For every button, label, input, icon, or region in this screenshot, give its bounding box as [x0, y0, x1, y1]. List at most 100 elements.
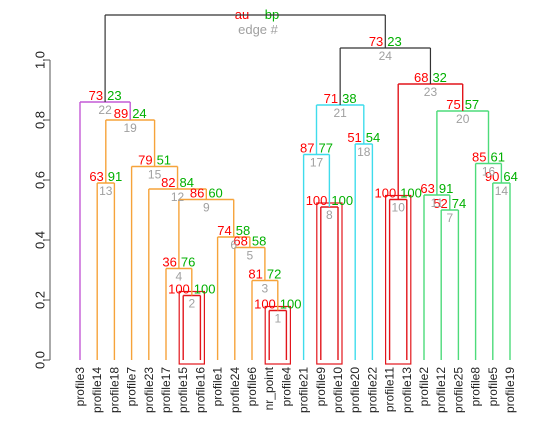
bp-value: 100: [400, 186, 422, 201]
edge-number: 23: [424, 85, 438, 99]
au-value: 100: [254, 297, 276, 312]
edge-number: 16: [482, 165, 496, 179]
leaf-label-profile11: profile11: [383, 367, 397, 412]
au-value: 85: [472, 150, 486, 165]
leaf-label-nr_point: nr_point: [262, 366, 276, 410]
au-value: 81: [248, 267, 262, 282]
au-value: 79: [138, 153, 152, 168]
bp-value: 100: [194, 282, 216, 297]
bp-value: 38: [342, 91, 356, 106]
edge-number: 8: [326, 208, 333, 222]
legend-edge: edge #: [238, 22, 279, 37]
bp-value: 91: [439, 181, 453, 196]
au-value: 73: [369, 34, 383, 49]
au-value: 89: [114, 106, 128, 121]
edge-number: 5: [247, 249, 254, 263]
leaf-label-profile5: profile5: [486, 367, 500, 407]
leaf-label-profile20: profile20: [348, 367, 362, 413]
edge-number: 24: [379, 49, 393, 63]
leaf-label-profile9: profile9: [314, 367, 328, 407]
bp-value: 74: [452, 196, 466, 211]
y-tick-label: 0.2: [33, 291, 48, 309]
au-value: 100: [306, 193, 328, 208]
bp-value: 58: [236, 223, 250, 238]
y-tick-label: 1.0: [33, 51, 48, 69]
bp-value: 54: [366, 130, 380, 145]
edge-number: 17: [310, 156, 324, 170]
edge-number: 11: [431, 196, 444, 210]
edge-number: 7: [446, 211, 453, 225]
edge-number: 18: [357, 145, 371, 159]
leaf-label-profile19: profile19: [503, 367, 517, 413]
bp-value: 76: [181, 255, 195, 270]
leaf-label-profile25: profile25: [451, 367, 465, 413]
bp-value: 23: [387, 34, 401, 49]
bp-value: 100: [280, 297, 302, 312]
edge-number: 4: [176, 270, 183, 284]
bp-value: 72: [267, 267, 281, 282]
leaf-label-profile10: profile10: [331, 367, 345, 413]
leaf-label-profile18: profile18: [107, 367, 121, 413]
leaf-label-profile13: profile13: [400, 367, 414, 413]
edge-number: 20: [456, 112, 470, 126]
leaf-labels: profile3 profile14 profile18 profile7 profil…: [73, 366, 517, 413]
y-tick-label: 0.0: [33, 351, 48, 369]
bp-value: 91: [108, 169, 122, 184]
bp-value: 64: [503, 169, 517, 184]
bp-value: 32: [432, 70, 446, 85]
leaf-label-profile24: profile24: [228, 367, 242, 413]
edge-number: 12: [171, 190, 185, 204]
bp-value: 100: [331, 193, 353, 208]
edge-number: 9: [203, 201, 210, 215]
bp-value: 24: [132, 106, 146, 121]
au-value: 90: [485, 169, 499, 184]
bp-value: 57: [465, 97, 479, 112]
au-value: 68: [414, 70, 428, 85]
edge-number: 6: [230, 238, 237, 252]
bp-value: 51: [157, 153, 171, 168]
edge-number: 2: [188, 297, 195, 311]
bp-value: 58: [252, 234, 266, 249]
legend: au bp edge #: [235, 7, 279, 37]
y-axis: 0.0 0.2 0.4 0.6 0.8 1.0: [33, 51, 51, 369]
edge-number: 22: [98, 103, 112, 117]
leaf-label-profile3: profile3: [73, 367, 87, 407]
au-value: 71: [324, 91, 338, 106]
leaf-label-profile14: profile14: [90, 367, 104, 413]
edge-number: 1: [274, 312, 281, 326]
leaf-label-profile7: profile7: [125, 367, 139, 407]
y-tick-label: 0.4: [33, 231, 48, 249]
bp-value: 61: [491, 150, 505, 165]
leaf-label-profile1: profile1: [211, 367, 225, 407]
au-value: 86: [190, 186, 204, 201]
leaf-label-profile22: profile22: [365, 367, 379, 413]
bp-value: 77: [319, 141, 333, 156]
leaf-label-profile6: profile6: [245, 367, 259, 407]
au-value: 74: [217, 223, 231, 238]
au-value: 100: [374, 186, 396, 201]
au-value: 63: [420, 181, 434, 196]
au-value: 63: [89, 169, 103, 184]
bp-value: 60: [208, 186, 222, 201]
au-value: 51: [347, 130, 361, 145]
leaf-label-profile16: profile16: [193, 367, 207, 413]
edge-number: 3: [262, 282, 269, 296]
leaf-label-profile21: profile21: [297, 367, 311, 413]
leaf-label-profile4: profile4: [279, 367, 293, 407]
leaf-label-profile23: profile23: [142, 367, 156, 413]
au-value: 87: [300, 141, 314, 156]
leaf-label-profile8: profile8: [469, 367, 483, 407]
cluster-boxes: [178, 194, 412, 365]
edge-number: 10: [392, 201, 406, 215]
au-value: 52: [433, 196, 447, 211]
y-tick-label: 0.8: [33, 111, 48, 129]
edge-number: 14: [495, 184, 509, 198]
bp-value: 84: [180, 175, 194, 190]
edge-number: 21: [333, 106, 347, 120]
branches: [79, 14, 511, 360]
leaf-label-profile2: profile2: [417, 367, 431, 407]
bp-value: 23: [107, 88, 121, 103]
edge-number: 19: [124, 121, 138, 135]
au-value: 73: [89, 88, 103, 103]
